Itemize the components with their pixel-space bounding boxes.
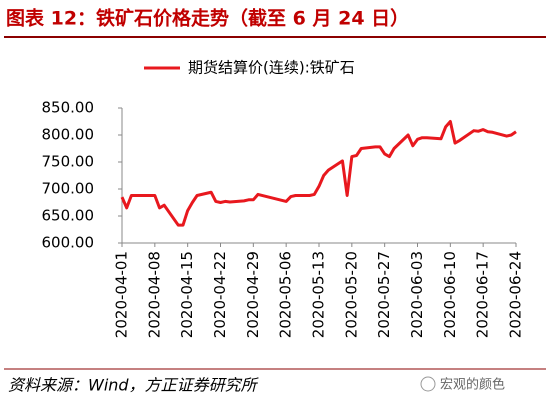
x-tick-label: 2020-06-24	[507, 251, 525, 338]
y-tick-label: 750.00	[42, 153, 95, 171]
x-tick-label: 2020-06-17	[474, 251, 492, 338]
y-tick-label: 700.00	[42, 180, 95, 198]
y-tick-label: 800.00	[42, 126, 95, 144]
legend-label: 期货结算价(连续):铁矿石	[188, 59, 355, 77]
y-tick-label: 850.00	[42, 99, 95, 117]
x-tick-label: 2020-04-29	[244, 251, 262, 338]
x-tick-label: 2020-06-03	[408, 251, 426, 338]
watermark-icon	[420, 376, 436, 392]
x-tick-label: 2020-05-13	[310, 251, 328, 338]
watermark: 宏观的颜色	[440, 377, 505, 393]
source-note: 资料来源：Wind，方正证券研究所	[8, 376, 260, 395]
x-tick-label: 2020-04-01	[113, 251, 131, 338]
x-tick-label: 2020-06-10	[441, 251, 459, 338]
x-tick-label: 2020-04-08	[145, 251, 163, 338]
x-tick-label: 2020-05-20	[342, 251, 360, 338]
x-tick-label: 2020-04-15	[178, 251, 196, 338]
line-series	[120, 120, 517, 227]
y-tick-label: 600.00	[42, 234, 95, 252]
y-tick-label: 650.00	[42, 207, 95, 225]
chart-title: 图表 12：铁矿石价格走势（截至 6 月 24 日）	[6, 7, 409, 30]
x-tick-label: 2020-04-22	[211, 251, 229, 338]
x-tick-label: 2020-05-06	[277, 251, 295, 338]
x-tick-label: 2020-05-27	[375, 251, 393, 338]
